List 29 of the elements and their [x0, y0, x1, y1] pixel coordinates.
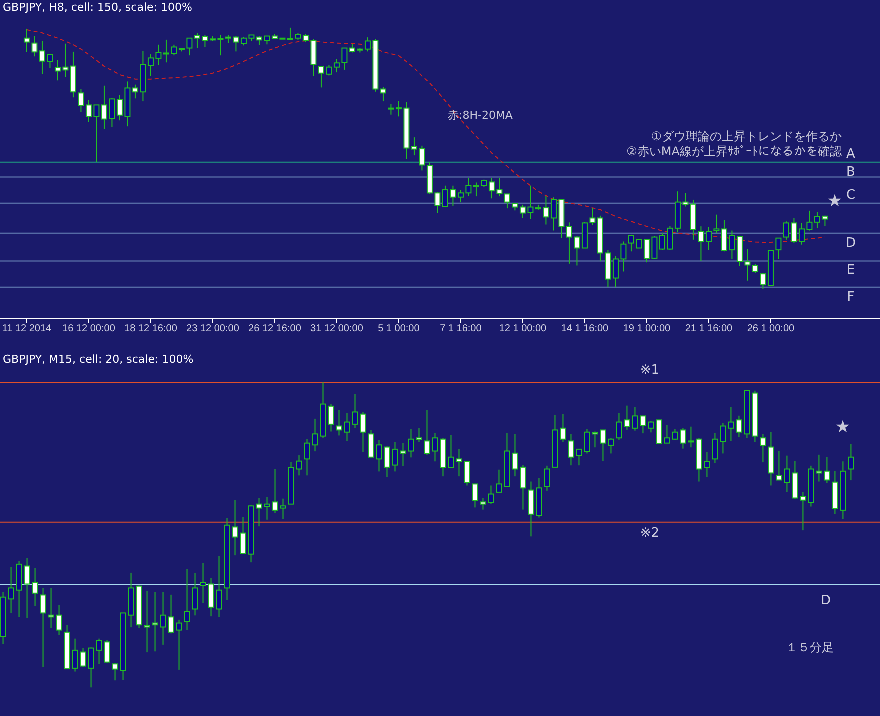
- annotation: ★: [835, 418, 851, 438]
- annotation: 赤:8H-20MA: [448, 109, 513, 122]
- tick-label: 26 12 16:00: [248, 324, 302, 335]
- tick-label: 21 1 16:00: [685, 324, 733, 335]
- annotation: １５分足: [786, 640, 834, 654]
- tick-label: 19 1 00:00: [623, 324, 671, 335]
- ref-label: C: [846, 188, 856, 203]
- ref-label: A: [846, 146, 856, 162]
- ref-label: D: [821, 593, 831, 608]
- title: GBPJPY, H8, cell: 150, scale: 100%: [3, 1, 192, 14]
- tick-label: 31 12 00:00: [310, 324, 364, 335]
- annotation: ①ダウ理論の上昇トレンドを作るか: [651, 129, 842, 144]
- tick-label: 23 12 00:00: [186, 324, 240, 335]
- annotation: ②赤いMA線が上昇ｻﾎﾟｰﾄになるかを確認: [626, 144, 842, 158]
- title: GBPJPY, M15, cell: 20, scale: 100%: [3, 353, 194, 366]
- tick-label: 16 12 00:00: [62, 324, 116, 335]
- ref-label: E: [846, 262, 856, 278]
- ref-label: ※1: [640, 363, 660, 378]
- tick-label: 26 1 00:00: [747, 324, 795, 335]
- tick-label: 7 1 16:00: [440, 324, 482, 335]
- tick-label: 18 12 16:00: [124, 324, 178, 335]
- tick-label: 12 1 00:00: [499, 324, 547, 335]
- ref-label: F: [847, 290, 855, 305]
- tick-label: 5 1 00:00: [378, 324, 420, 335]
- ref-label: D: [846, 236, 856, 251]
- ref-label: B: [846, 164, 856, 180]
- tick-label: 11 12 2014: [2, 324, 52, 335]
- ref-label: ※2: [640, 526, 660, 541]
- tick-label: 14 1 16:00: [561, 324, 609, 335]
